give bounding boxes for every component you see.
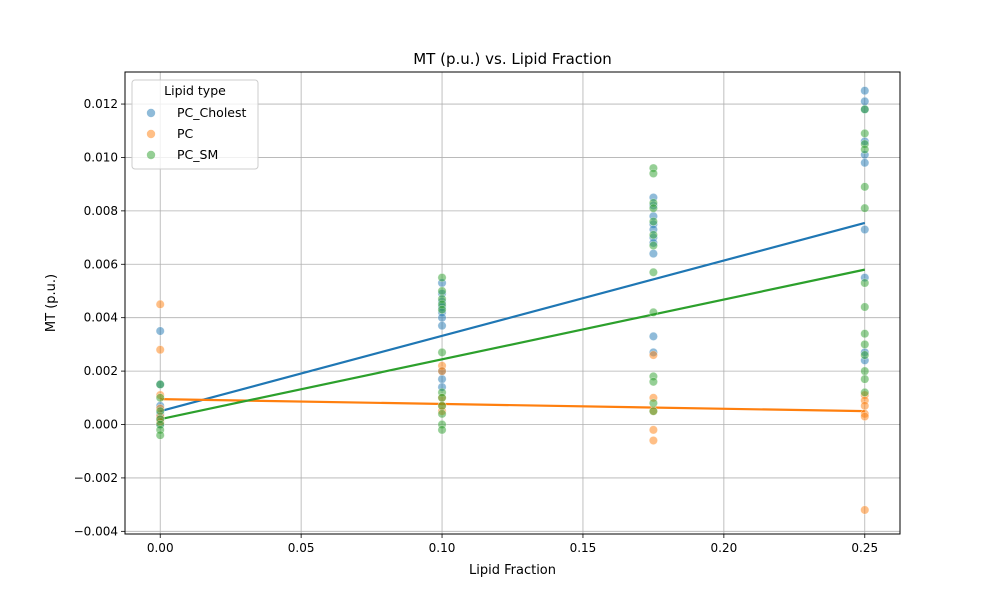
legend-marker-pc: [146, 129, 156, 139]
point-pc-sm: [860, 329, 870, 339]
point-pc-sm: [648, 168, 658, 178]
x-axis-label: Lipid Fraction: [469, 563, 556, 578]
point-pc: [155, 299, 165, 309]
legend-label-pc: PC: [177, 126, 194, 141]
point-pc-cholest: [860, 158, 870, 168]
point-pc-cholest: [860, 86, 870, 96]
point-pc-cholest: [437, 313, 447, 323]
point-pc-cholest: [155, 326, 165, 336]
point-pc: [648, 425, 658, 435]
point-pc-sm: [860, 366, 870, 376]
point-pc-sm: [437, 286, 447, 296]
point-pc-sm: [648, 230, 658, 240]
point-pc: [648, 436, 658, 446]
point-pc: [860, 401, 870, 411]
x-tick-label: 0.05: [288, 541, 315, 555]
legend-entries: PC_Cholest PC PC_SM: [146, 105, 246, 162]
y-tick-label: 0.010: [84, 150, 118, 164]
point-pc-sm: [155, 430, 165, 440]
point-pc-sm: [860, 302, 870, 312]
point-pc-cholest: [437, 321, 447, 331]
fit-line-pc-sm: [159, 268, 866, 421]
point-pc-sm: [155, 406, 165, 416]
point-pc-sm: [860, 387, 870, 397]
x-tick-label: 0.20: [711, 541, 738, 555]
fit-lines: [159, 221, 866, 421]
point-pc-cholest: [437, 374, 447, 384]
point-pc-sm: [155, 393, 165, 403]
point-pc: [437, 366, 447, 376]
point-pc-sm: [437, 305, 447, 315]
point-pc-sm: [437, 409, 447, 419]
x-tick-label: 0.00: [147, 541, 174, 555]
point-pc-cholest: [648, 249, 658, 259]
point-pc-sm: [860, 278, 870, 288]
point-pc: [648, 350, 658, 360]
point-pc: [860, 505, 870, 515]
point-pc-sm: [437, 393, 447, 403]
point-pc-sm: [860, 144, 870, 154]
legend-marker-pc-cholest: [146, 108, 156, 118]
point-pc-sm: [648, 217, 658, 227]
y-tick-label: 0.004: [84, 311, 118, 325]
point-pc-sm: [860, 104, 870, 114]
plot-frame: [124, 71, 901, 535]
point-pc-cholest: [860, 225, 870, 235]
point-pc-sm: [648, 406, 658, 416]
point-pc-sm: [437, 273, 447, 283]
point-pc-sm: [648, 203, 658, 213]
y-tick-label: −0.002: [74, 471, 118, 485]
y-tick-label: −0.004: [74, 524, 118, 538]
point-pc-sm: [860, 203, 870, 213]
point-pc-sm: [155, 379, 165, 389]
y-tick-label: 0.002: [84, 364, 118, 378]
x-tick-label: 0.15: [570, 541, 597, 555]
point-pc-sm: [860, 350, 870, 360]
y-axis-label: MT (p.u.): [44, 274, 59, 332]
y-tick-label: 0.006: [84, 257, 118, 271]
point-pc-sm: [437, 401, 447, 411]
point-pc-sm: [648, 307, 658, 317]
legend-label-pc-sm: PC_SM: [177, 147, 218, 162]
point-pc-sm: [648, 241, 658, 251]
legend-box: [131, 79, 259, 170]
point-pc-sm: [648, 377, 658, 387]
point-pc-cholest: [860, 96, 870, 106]
point-pc-sm: [860, 374, 870, 384]
point-pc: [155, 345, 165, 355]
y-tick-label: 0.000: [84, 418, 118, 432]
axis-ticks: 0.00 0.05 0.10 0.15 0.20 0.25 −0.004 −0.002 0.00…: [74, 97, 879, 555]
legend-marker-pc-sm: [146, 150, 156, 160]
chart-title: MT (p.u.) vs. Lipid Fraction: [413, 50, 612, 68]
point-pc-sm: [860, 128, 870, 138]
point-pc-sm: [437, 425, 447, 435]
y-tick-label: 0.012: [84, 97, 118, 111]
fit-line-pc: [160, 398, 865, 413]
fit-line-pc-cholest: [159, 221, 866, 413]
legend-title: Lipid type: [164, 83, 226, 98]
y-tick-label: 0.008: [84, 204, 118, 218]
legend: Lipid type PC_Cholest PC PC_SM: [131, 79, 259, 170]
point-pc-sm: [437, 347, 447, 357]
x-tick-label: 0.25: [851, 541, 878, 555]
point-pc-sm: [648, 398, 658, 408]
point-pc-sm: [648, 267, 658, 277]
point-pc-sm: [860, 339, 870, 349]
point-pc: [860, 411, 870, 421]
point-pc-sm: [860, 182, 870, 192]
scatter-points: [155, 86, 870, 515]
legend-label-pc-cholest: PC_Cholest: [177, 105, 246, 120]
x-tick-label: 0.10: [429, 541, 456, 555]
point-pc-cholest: [648, 331, 658, 341]
